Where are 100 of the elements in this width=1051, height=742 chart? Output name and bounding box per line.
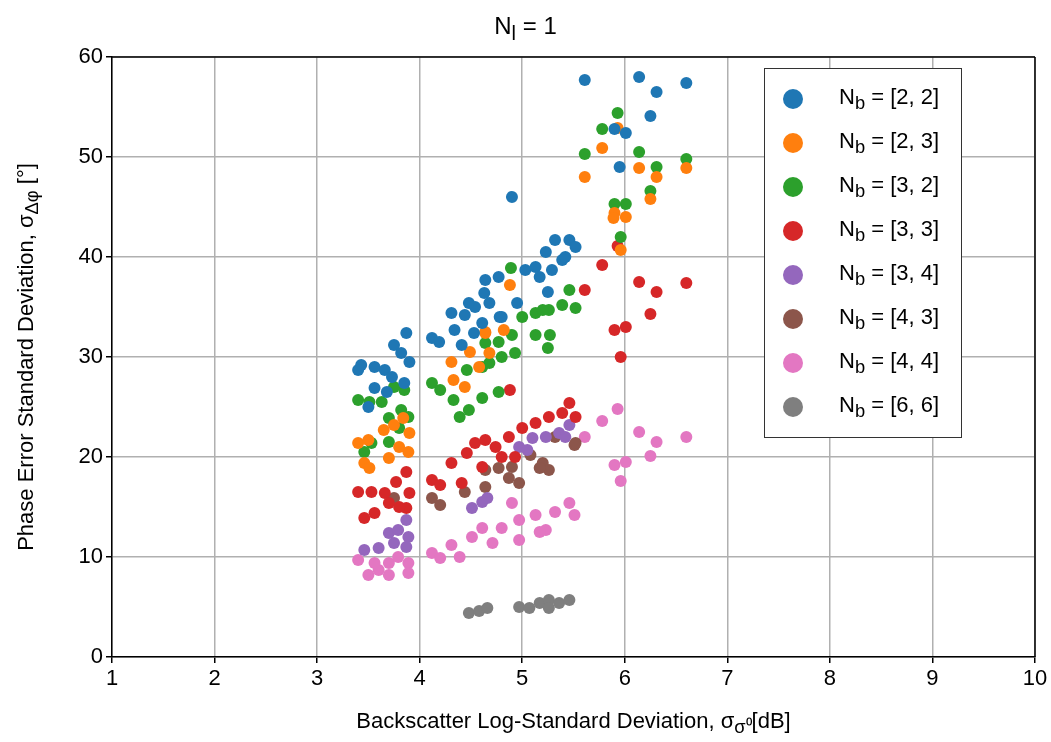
point [556,407,569,419]
legend-label: N$_{b}$ = [4, 4] [839,347,940,379]
point [492,336,505,348]
point [403,356,416,368]
point [465,502,478,514]
point [611,403,624,415]
point [650,86,663,98]
point [509,451,522,463]
point [504,262,517,274]
point [542,464,555,476]
point [402,446,415,458]
point [388,419,401,431]
point [453,551,466,563]
point [503,279,516,291]
point [385,371,398,383]
point [569,241,582,253]
point [358,446,371,458]
point [539,431,552,443]
point [445,457,458,469]
point [680,431,693,443]
x-tick-label: 6 [618,665,631,691]
point [434,479,447,491]
x-tick-label: 2 [208,665,221,691]
x-tick-label: 7 [721,665,734,691]
point [533,271,546,283]
point [529,329,542,341]
point [650,286,663,298]
point [511,297,524,309]
legend-label: N$_{b}$ = [3, 2] [839,171,940,203]
point [462,404,475,416]
y-tick-label: 0 [90,643,103,669]
point [434,552,447,564]
point [613,161,626,173]
legend-label: N$_{b}$ = [6, 6] [839,391,940,423]
point [479,481,492,493]
point [372,542,385,554]
point [559,431,572,443]
point [453,411,466,423]
y-tick-label: 50 [78,143,103,169]
point [563,594,576,606]
point [569,302,582,314]
chart-title: N$_{l}$ = 1 [493,12,558,45]
point [402,531,415,543]
point [378,487,391,499]
point [543,329,556,341]
point [529,417,542,429]
point [476,317,489,329]
legend-label: N$_{b}$ = [2, 3] [839,127,940,159]
point [614,244,627,256]
y-tick-label: 60 [78,43,103,69]
point [445,539,458,551]
point [358,512,371,524]
point [505,191,518,203]
point [502,431,515,443]
y-tick-label: 30 [78,343,103,369]
point [680,77,693,89]
point [608,324,621,336]
point [611,107,624,119]
point [455,477,468,489]
x-tick-label: 8 [823,665,837,691]
point [368,557,381,569]
point [516,422,529,434]
point [513,601,526,613]
point [455,339,468,351]
point [541,342,554,354]
point [465,531,478,543]
point [483,297,496,309]
point [633,162,646,174]
point [619,456,632,468]
point [533,526,546,538]
point [644,193,657,205]
point [578,284,591,296]
point [352,364,365,376]
point [680,277,693,289]
point [447,394,460,406]
point [549,234,562,246]
point [388,339,401,351]
point [513,514,526,526]
point [382,452,395,464]
point [489,441,502,453]
point [516,311,529,323]
x-tick-label: 9 [926,665,939,691]
point [633,146,646,158]
point [578,171,591,183]
point [578,74,591,86]
point [363,462,376,474]
point [492,271,505,283]
point [362,401,375,413]
point [434,384,447,396]
point [481,602,494,614]
point [633,71,646,83]
point [545,264,558,276]
point [476,522,489,534]
point [505,461,518,473]
point [529,261,542,273]
point [447,374,460,386]
x-tick-label: 4 [413,665,426,691]
point [492,386,505,398]
point [460,447,473,459]
point [614,475,627,487]
